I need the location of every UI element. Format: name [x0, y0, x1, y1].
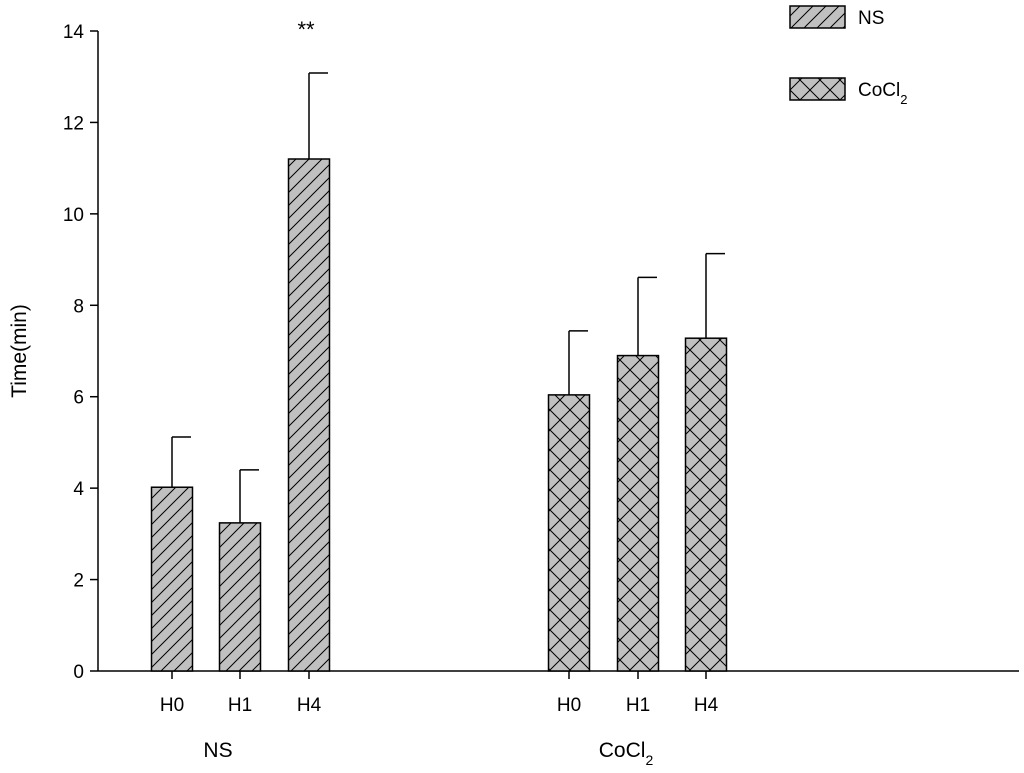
- y-tick-label: 6: [73, 388, 84, 409]
- bars: [150, 72, 728, 672]
- y-tick-label: 10: [63, 205, 84, 226]
- significance-annotation: **: [297, 17, 315, 42]
- bar-ns-h0: [150, 486, 194, 672]
- bar-ns-h4: [287, 158, 331, 672]
- legend: NS CoCl2: [789, 5, 907, 107]
- bar-cocl-h4: [684, 337, 728, 672]
- y-tick-label: 4: [73, 479, 84, 500]
- bar-ns-h1: [218, 522, 262, 672]
- y-tick-label: 14: [63, 22, 85, 43]
- y-axis-title: Time(min): [8, 304, 31, 398]
- x-tick-label: H1: [228, 695, 252, 716]
- legend-swatch: [789, 5, 846, 29]
- bar-cocl-h1: [616, 354, 660, 672]
- y-tick-label: 2: [73, 571, 84, 592]
- x-tick-label: H0: [160, 695, 184, 716]
- x-tick-label: H0: [557, 695, 581, 716]
- y-tick-label: 0: [73, 662, 84, 683]
- legend-label: CoCl2: [858, 80, 907, 107]
- bar-cocl-h0: [547, 394, 591, 672]
- group-label: NS: [203, 739, 232, 762]
- legend-label: NS: [858, 8, 884, 29]
- y-tick-label: 8: [73, 296, 84, 317]
- labels: 0 2 4 6 8 10 12 14 Time(min) H0 H1 H4 H0 H1 H4 NS CoCl2 *…: [8, 17, 719, 768]
- x-tick-label: H4: [694, 695, 719, 716]
- x-tick-label: H1: [626, 695, 650, 716]
- y-tick-label: 12: [63, 113, 84, 134]
- x-tick-label: H4: [297, 695, 322, 716]
- legend-swatch: [789, 77, 846, 101]
- group-label: CoCl2: [599, 739, 654, 768]
